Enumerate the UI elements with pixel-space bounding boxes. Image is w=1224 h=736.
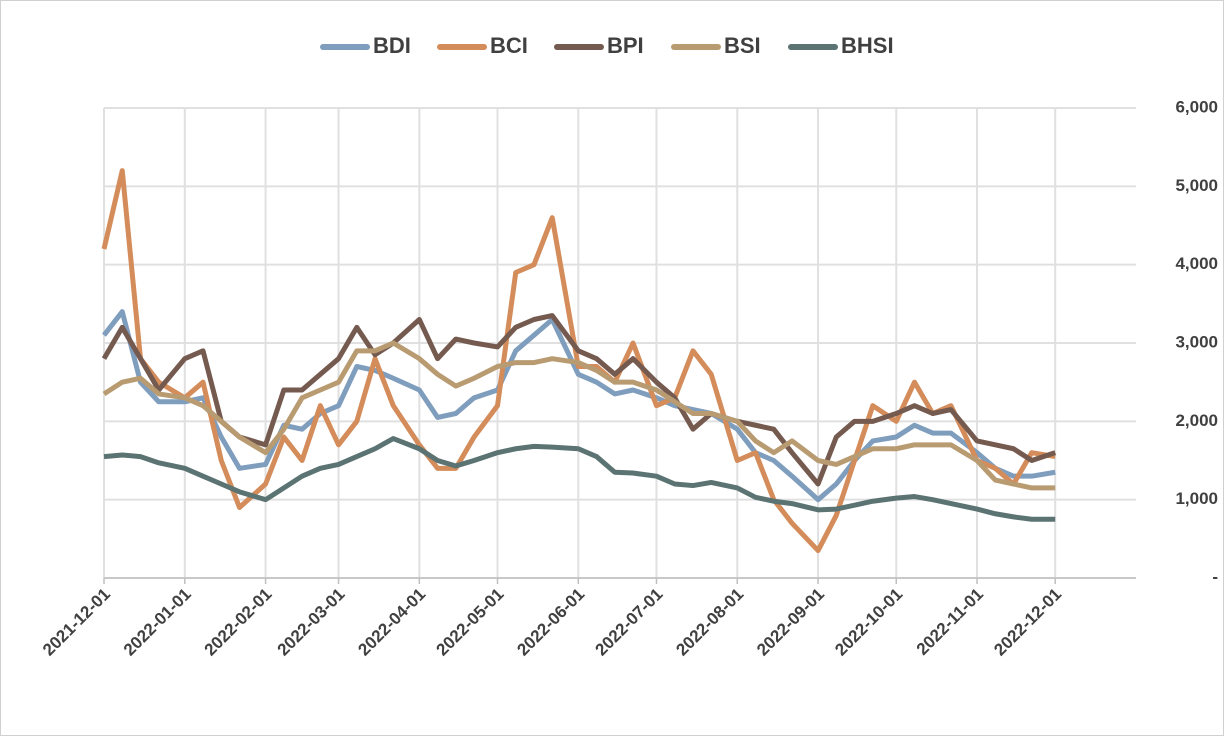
series-line — [102, 309, 1056, 503]
legend-label: BDI — [373, 33, 411, 58]
y-tick-label: 3,000 — [1175, 332, 1218, 351]
y-tick-label: 2,000 — [1175, 411, 1218, 430]
legend-label: BCI — [490, 33, 528, 58]
legend-label: BPI — [607, 33, 644, 58]
y-tick-label: 6,000 — [1175, 97, 1218, 116]
y-tick-label: 5,000 — [1175, 176, 1218, 195]
y-tick-label: - — [1212, 567, 1218, 586]
series-line — [102, 340, 1056, 491]
series-line — [101, 168, 1056, 554]
series-line — [103, 436, 1056, 522]
y-tick-label: 1,000 — [1175, 489, 1218, 508]
legend-label: BHSI — [841, 33, 894, 58]
legend-label: BSI — [724, 33, 761, 58]
series-line — [101, 313, 1057, 487]
y-tick-label: 4,000 — [1175, 254, 1218, 273]
